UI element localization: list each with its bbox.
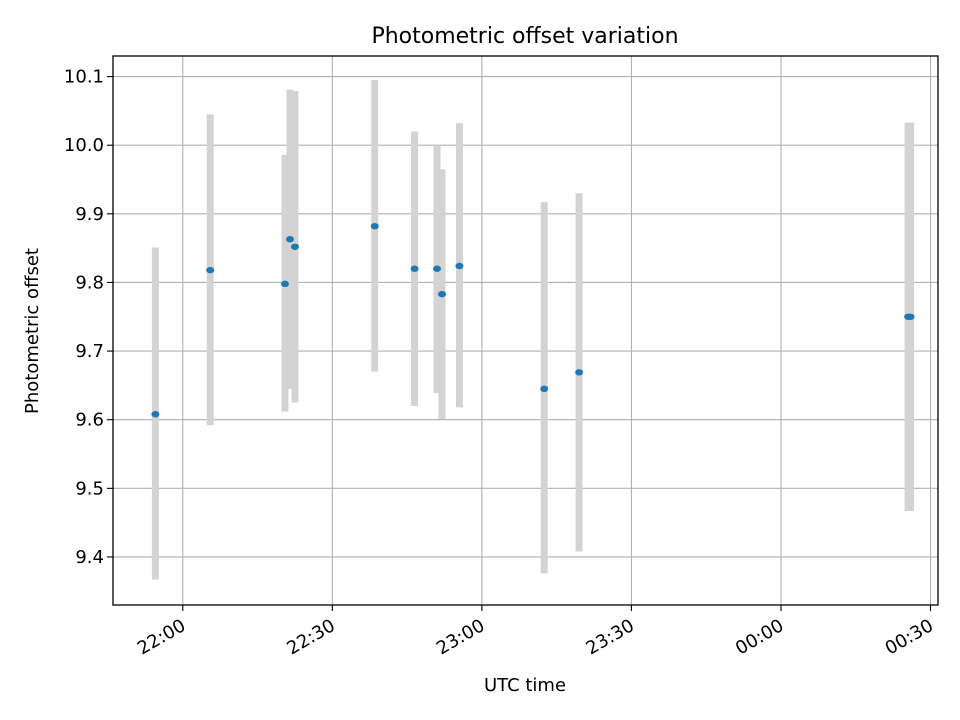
data-point xyxy=(151,411,160,418)
y-tick-label: 9.6 xyxy=(75,410,104,431)
y-axis-label: Photometric offset xyxy=(22,248,43,414)
data-point xyxy=(540,385,549,393)
y-tick-label: 9.8 xyxy=(75,272,104,293)
data-points xyxy=(151,222,915,418)
grid xyxy=(113,56,938,605)
y-tick-label: 10.1 xyxy=(64,67,104,88)
data-point xyxy=(370,222,379,230)
data-point xyxy=(433,265,442,272)
data-point xyxy=(410,265,419,272)
data-point xyxy=(290,243,299,250)
y-tick-label: 10.0 xyxy=(64,135,104,156)
y-tick-label: 9.7 xyxy=(75,341,104,362)
y-tick-label: 9.9 xyxy=(75,204,104,225)
data-point xyxy=(455,262,464,270)
data-point xyxy=(280,280,289,288)
x-axis-label: UTC time xyxy=(484,675,566,696)
y-tick-label: 9.4 xyxy=(75,547,104,568)
data-point xyxy=(575,369,584,376)
y-axis-ticks: 9.4 9.5 9.6 9.7 9.8 9.9 10.0 10.1 xyxy=(64,67,113,568)
data-point xyxy=(906,313,915,320)
data-point xyxy=(438,290,447,298)
y-tick-label: 9.5 xyxy=(75,478,104,499)
plot-frame xyxy=(112,55,939,606)
data-point xyxy=(206,266,215,274)
chart-title: Photometric offset variation xyxy=(371,24,678,49)
data-point xyxy=(285,236,294,243)
